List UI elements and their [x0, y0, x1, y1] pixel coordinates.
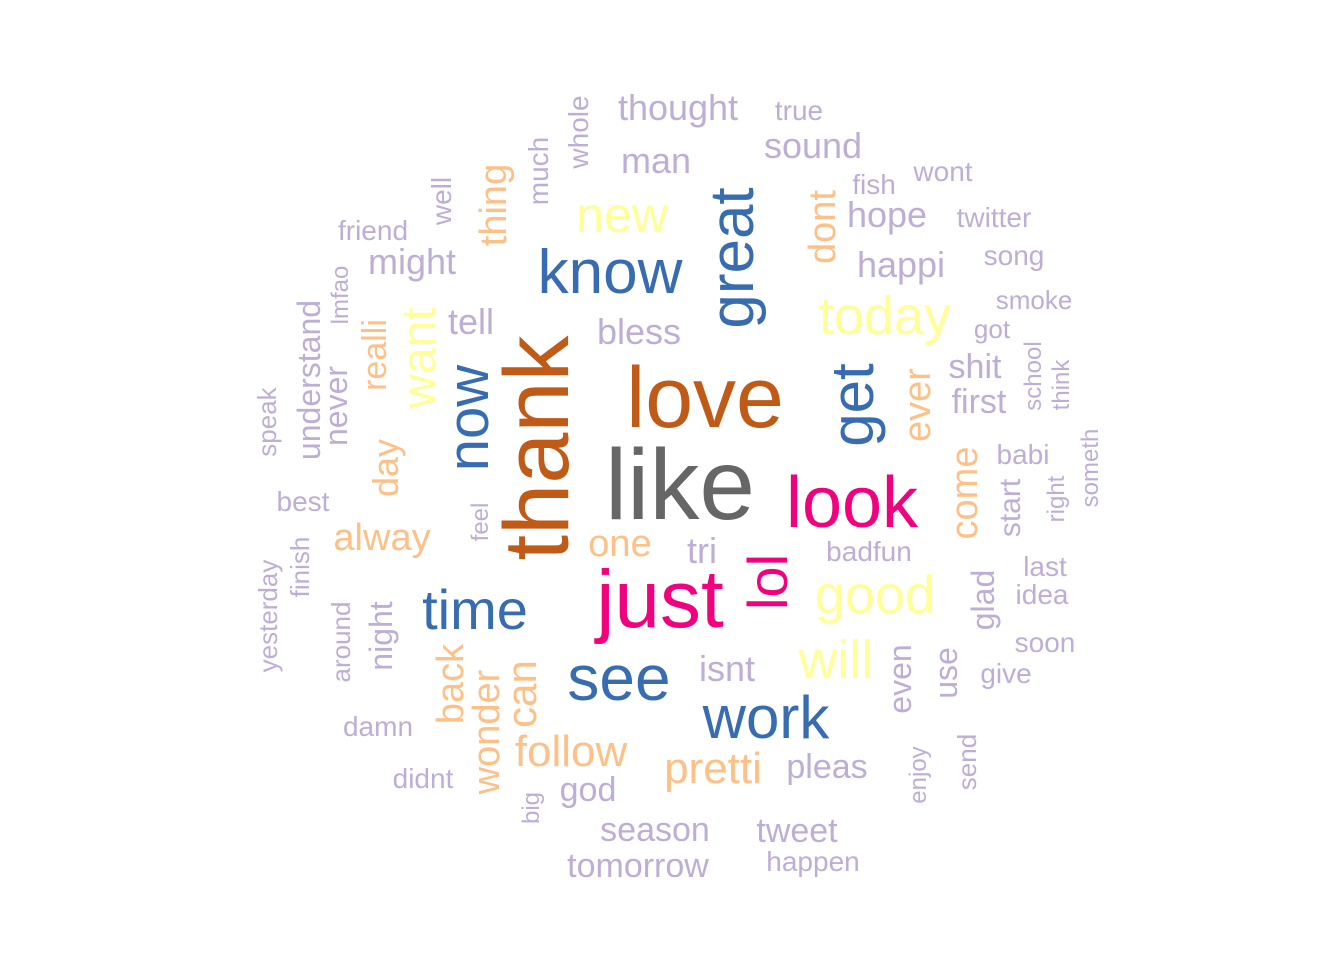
word-great: great — [698, 187, 767, 329]
word-speak: speak — [252, 387, 282, 457]
word-alway: alway — [333, 517, 431, 559]
word-hope: hope — [846, 194, 928, 235]
word-finish: finish — [285, 536, 315, 598]
word-around: around — [326, 601, 356, 683]
word-pretti: pretti — [664, 744, 762, 793]
word-wont: wont — [913, 156, 973, 187]
word-sound: sound — [763, 125, 863, 166]
word-first: first — [951, 383, 1007, 421]
word-might: might — [367, 241, 457, 282]
word-start: start — [994, 478, 1027, 538]
word-send: send — [952, 733, 982, 791]
word-enjoy: enjoy — [905, 746, 932, 804]
word-got: got — [973, 314, 1011, 344]
word-dont: dont — [802, 190, 844, 264]
word-new: new — [576, 187, 668, 243]
word-soon: soon — [1014, 627, 1076, 658]
word-like: like — [604, 429, 756, 541]
word-didnt: didnt — [392, 763, 454, 794]
word-man: man — [620, 140, 692, 181]
word-love: love — [626, 350, 784, 446]
word-song: song — [983, 240, 1045, 271]
word-someth: someth — [1077, 428, 1104, 508]
word-think: think — [1048, 359, 1075, 411]
word-see: see — [567, 642, 671, 714]
word-wonder: wonder — [466, 669, 508, 795]
word-use: use — [928, 647, 964, 699]
word-give: give — [980, 658, 1032, 689]
word-best: best — [276, 486, 330, 517]
word-whole: whole — [563, 95, 594, 169]
word-even: even — [882, 644, 918, 714]
word-fish: fish — [852, 169, 896, 200]
word-shit: shit — [948, 348, 1002, 386]
word-last: last — [1023, 551, 1067, 582]
word-pleas: pleas — [786, 748, 868, 786]
word-get: get — [819, 363, 886, 447]
word-school: school — [1020, 341, 1047, 411]
word-come: come — [944, 446, 986, 540]
word-ever: ever — [897, 368, 939, 442]
word-friend: friend — [337, 215, 409, 246]
word-work: work — [702, 684, 830, 751]
word-damn: damn — [342, 711, 414, 742]
word-bless: bless — [596, 311, 682, 352]
word-much: much — [523, 136, 554, 206]
word-day: day — [365, 438, 406, 498]
word-thank: thank — [486, 335, 588, 561]
word-isnt: isnt — [698, 648, 756, 689]
word-tell: tell — [447, 301, 495, 342]
word-happen: happen — [766, 846, 860, 877]
word-lmfao: lmfao — [327, 265, 354, 325]
word-today: today — [818, 286, 952, 346]
word-feel: feel — [467, 502, 494, 542]
word-night: night — [363, 601, 399, 671]
word-idea: idea — [1015, 579, 1069, 610]
word-lol: lol — [736, 553, 799, 611]
word-true: true — [774, 95, 824, 126]
word-time: time — [422, 578, 528, 641]
word-just: just — [596, 554, 724, 645]
word-right: right — [1043, 475, 1070, 523]
word-glad: glad — [965, 569, 1001, 631]
word-thing: thing — [473, 163, 515, 247]
word-tri: tri — [687, 530, 717, 571]
word-will: will — [798, 630, 874, 690]
word-thought: thought — [617, 87, 739, 128]
word-well: well — [426, 176, 457, 226]
word-big: big — [518, 791, 545, 825]
word-tomorrow: tomorrow — [567, 847, 709, 885]
word-babi: babi — [996, 439, 1050, 470]
word-season: season — [600, 811, 710, 849]
word-badfun: badfun — [826, 536, 912, 567]
word-smoke: smoke — [995, 285, 1073, 315]
word-good: good — [814, 565, 936, 625]
word-want: want — [393, 307, 446, 409]
word-look: look — [785, 463, 919, 543]
word-tweet: tweet — [756, 812, 838, 850]
word-god: god — [559, 771, 617, 809]
word-twitter: twitter — [956, 202, 1032, 233]
word-follow: follow — [514, 727, 628, 776]
word-happi: happi — [856, 244, 946, 285]
word-realli: realli — [356, 319, 394, 391]
word-know: know — [537, 238, 683, 307]
word-back: back — [430, 643, 472, 725]
word-yesterday: yesterday — [253, 559, 283, 673]
word-never: never — [318, 365, 354, 447]
word-one: one — [588, 523, 652, 565]
word-now: now — [436, 364, 501, 472]
